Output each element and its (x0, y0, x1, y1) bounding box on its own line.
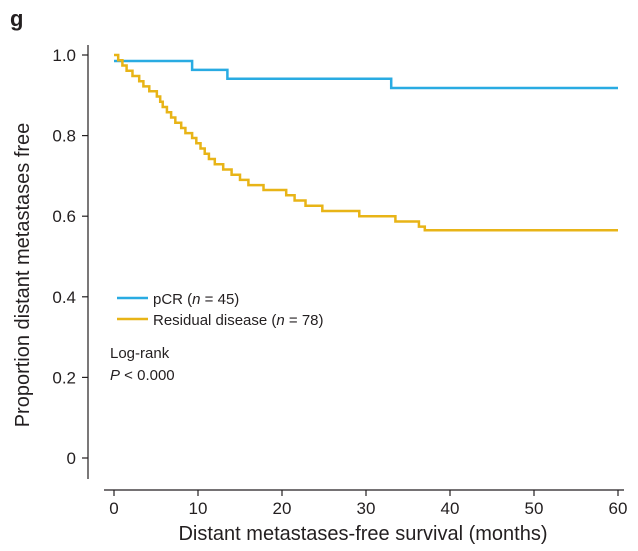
x-tick-label: 50 (525, 499, 544, 518)
y-tick-label: 0.4 (52, 288, 76, 307)
logrank-label: Log-rank (110, 345, 170, 362)
series-line-residual (114, 53, 618, 232)
x-tick-label: 40 (441, 499, 460, 518)
x-axis-title: Distant metastases-free survival (months… (178, 523, 547, 545)
x-tick-label: 60 (609, 499, 628, 518)
x-tick-label: 10 (189, 499, 208, 518)
x-ticks: 0 10 20 30 40 50 60 (109, 490, 627, 518)
y-tick-label: 0.2 (52, 368, 76, 387)
panel-label: g (10, 6, 23, 31)
series-line-pcr (114, 59, 618, 90)
x-tick-label: 30 (357, 499, 376, 518)
y-tick-label: 0.8 (52, 127, 76, 146)
legend-label-pcr: pCR (n = 45) (153, 291, 239, 308)
p-value-label: P < 0.000 (110, 367, 175, 384)
legend-label-residual: Residual disease (n = 78) (153, 312, 324, 329)
x-tick-label: 0 (109, 499, 118, 518)
legend: pCR (n = 45) Residual disease (n = 78) (117, 291, 324, 329)
series-layer (114, 53, 618, 232)
x-tick-label: 20 (273, 499, 292, 518)
y-tick-label: 0 (67, 449, 76, 468)
y-ticks: 0 0.2 0.4 0.6 0.8 1.0 (52, 46, 88, 468)
y-tick-label: 1.0 (52, 46, 76, 65)
y-tick-label: 0.6 (52, 207, 76, 226)
y-axis-title: Proportion distant metastases free (12, 123, 34, 428)
